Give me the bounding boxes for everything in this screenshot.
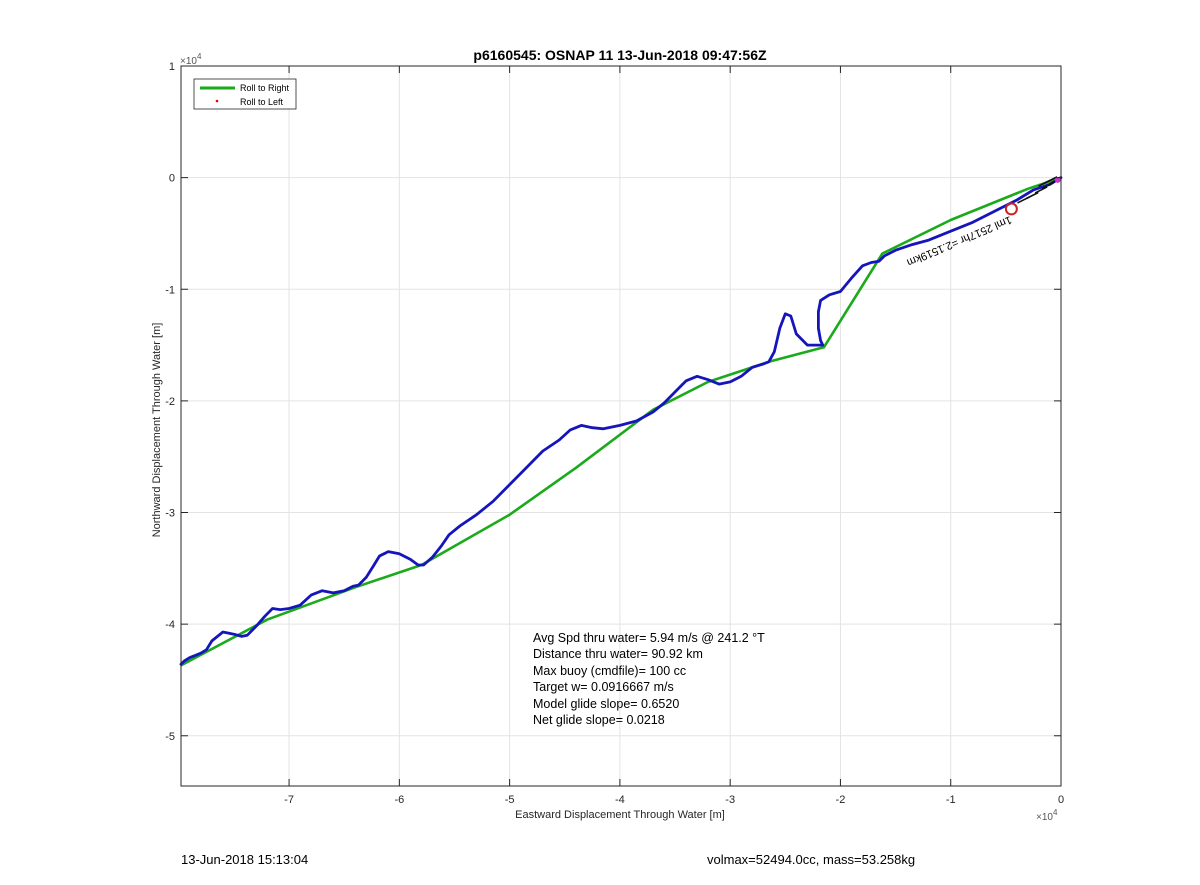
grid-lines: [181, 65, 1062, 786]
y-exponent-label: ×104: [180, 52, 202, 67]
tick-layer: -7 -6 -5 -4 -3 -2 -1 0 1 0 -1 -2 -3 -4 -5: [165, 61, 1064, 806]
y-tick-label: -5: [165, 731, 175, 743]
stat-avg-speed: Avg Spd thru water= 5.94 m/s @ 241.2 °T: [533, 631, 765, 645]
x-exponent-power: 4: [1053, 808, 1058, 817]
x-tick-label: -7: [284, 794, 294, 806]
footer-timestamp: 13-Jun-2018 15:13:04: [181, 852, 309, 867]
legend: Roll to Right Roll to Left: [193, 78, 297, 110]
stat-model-glide: Model glide slope= 0.6520: [533, 697, 680, 711]
y-tick-label: -2: [165, 396, 175, 408]
y-tick-label: -1: [165, 284, 175, 296]
x-tick-label: 0: [1058, 794, 1064, 806]
dive-marker-stroke: [1041, 181, 1055, 190]
dive-marker-stroke: [1038, 179, 1051, 187]
y-tick-label: -3: [165, 508, 175, 520]
stat-distance: Distance thru water= 90.92 km: [533, 647, 703, 661]
x-tick-label: -4: [615, 794, 625, 806]
x-tick-label: -1: [946, 794, 956, 806]
y-tick-label: -4: [165, 619, 175, 631]
stat-net-glide: Net glide slope= 0.0218: [533, 713, 665, 727]
legend-swatch-roll-left: [215, 99, 219, 103]
x-exponent-label: ×104: [1036, 808, 1058, 823]
y-exponent-power: 4: [197, 52, 202, 61]
chart-title: p6160545: OSNAP 11 13-Jun-2018 09:47:56Z: [473, 47, 767, 63]
x-tick-label: -5: [505, 794, 515, 806]
y-exponent-base: ×10: [180, 56, 197, 67]
legend-box: [193, 78, 297, 110]
stat-max-buoy: Max buoy (cmdfile)= 100 cc: [533, 664, 687, 678]
series-track-line: [179, 176, 1063, 666]
x-axis-label: Eastward Displacement Through Water [m]: [515, 809, 725, 821]
plot-frame: [180, 65, 1062, 787]
dive-marker-stroke: [1034, 186, 1048, 194]
current-position-marker: [1054, 176, 1061, 183]
x-tick-label: -3: [725, 794, 735, 806]
series-roll-right-line: [180, 176, 1062, 667]
x-tick-label: -2: [836, 794, 846, 806]
dive-marker-stroke: [1017, 196, 1030, 204]
stat-target-w: Target w= 0.0916667 m/s: [533, 680, 674, 694]
waypoint-circle: [1004, 202, 1018, 216]
x-exponent-base: ×10: [1036, 812, 1053, 823]
legend-label-roll-left: Roll to Left: [240, 97, 284, 107]
footer-vehicle-params: volmax=52494.0cc, mass=53.258kg: [707, 852, 916, 867]
y-axis-label: Northward Displacement Through Water [m]: [151, 323, 163, 538]
legend-label-roll-right: Roll to Right: [240, 83, 290, 93]
series-layer: [179, 176, 1063, 667]
y-tick-label: 0: [169, 173, 175, 185]
x-tick-label: -6: [394, 794, 404, 806]
y-tick-label: 1: [169, 61, 175, 73]
